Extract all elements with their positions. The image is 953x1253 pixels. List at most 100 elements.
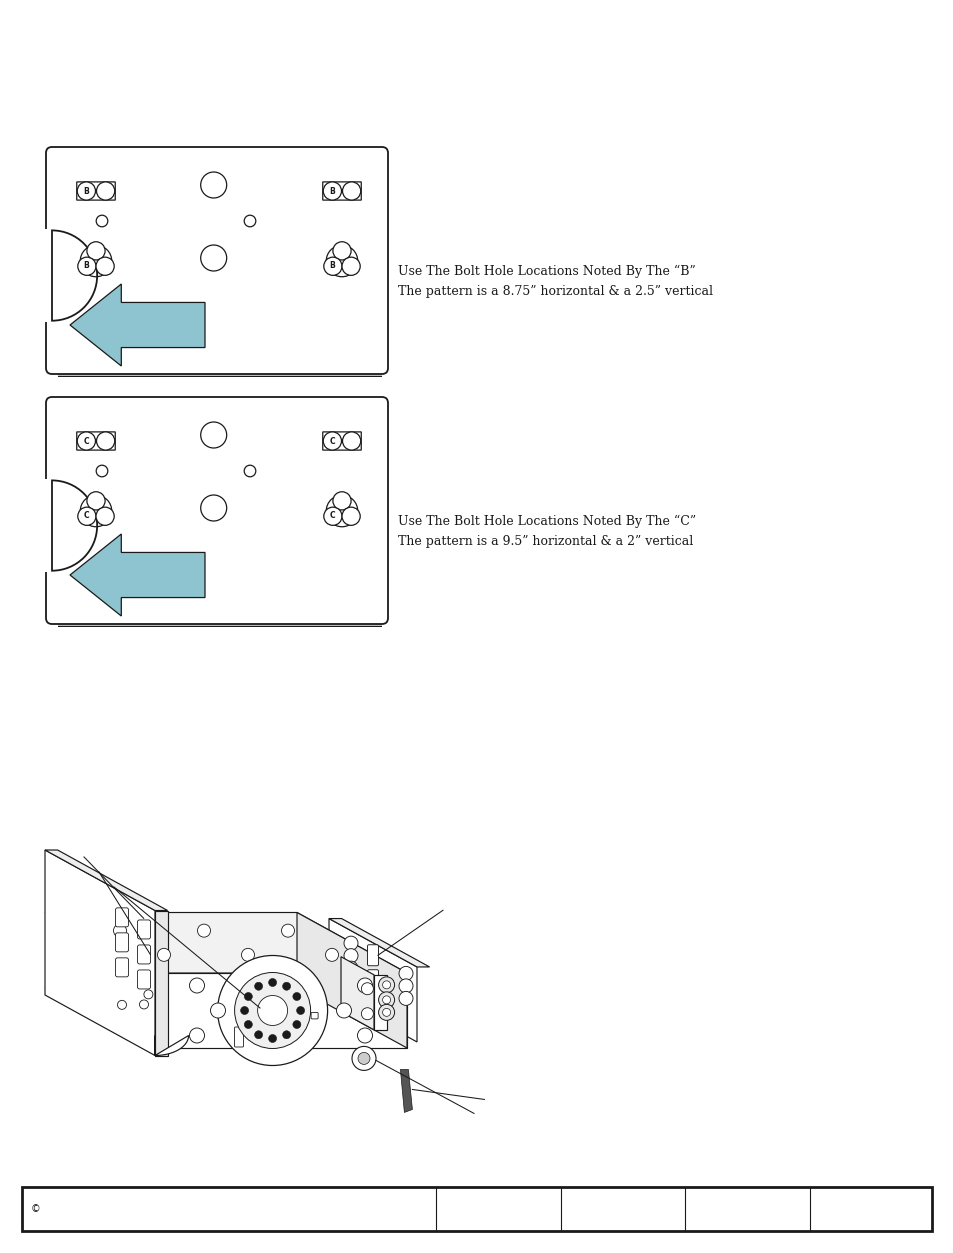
FancyBboxPatch shape — [137, 945, 151, 964]
Text: B: B — [84, 187, 90, 195]
Circle shape — [293, 992, 300, 1000]
FancyBboxPatch shape — [234, 1027, 243, 1048]
Text: Use The Bolt Hole Locations Noted By The “B”
The pattern is a 8.75” horizontal &: Use The Bolt Hole Locations Noted By The… — [397, 264, 712, 298]
Circle shape — [357, 1027, 372, 1042]
Circle shape — [197, 925, 211, 937]
Polygon shape — [45, 850, 154, 1055]
Circle shape — [117, 1000, 127, 1010]
Circle shape — [190, 979, 204, 992]
Circle shape — [333, 491, 351, 510]
Circle shape — [342, 182, 360, 200]
Wedge shape — [52, 231, 97, 321]
Circle shape — [217, 956, 327, 1065]
Text: Use The Bolt Hole Locations Noted By The “C”
The pattern is a 9.5” horizontal & : Use The Bolt Hole Locations Noted By The… — [397, 515, 696, 548]
Circle shape — [357, 979, 372, 992]
Circle shape — [96, 216, 108, 227]
Circle shape — [378, 977, 395, 992]
Circle shape — [269, 979, 276, 986]
Circle shape — [77, 432, 95, 450]
Polygon shape — [154, 974, 407, 1048]
Circle shape — [78, 257, 96, 276]
FancyBboxPatch shape — [76, 432, 115, 450]
Circle shape — [144, 990, 152, 999]
Text: B: B — [84, 261, 90, 269]
Circle shape — [344, 936, 357, 950]
Polygon shape — [45, 850, 168, 911]
Circle shape — [344, 949, 357, 962]
Circle shape — [96, 182, 114, 200]
Bar — [22, 1187, 931, 1230]
Circle shape — [190, 1027, 204, 1042]
Circle shape — [96, 257, 114, 276]
Text: C: C — [329, 511, 335, 520]
Circle shape — [325, 949, 338, 961]
Circle shape — [398, 991, 413, 1005]
Circle shape — [244, 216, 255, 227]
Circle shape — [293, 1020, 300, 1029]
Circle shape — [200, 495, 227, 521]
Circle shape — [282, 1031, 291, 1039]
Circle shape — [357, 1053, 370, 1064]
Circle shape — [361, 1007, 373, 1020]
FancyBboxPatch shape — [115, 957, 129, 977]
Circle shape — [96, 507, 114, 525]
Text: B: B — [329, 187, 335, 195]
Circle shape — [336, 1002, 351, 1017]
Text: C: C — [84, 436, 89, 446]
Circle shape — [87, 491, 105, 510]
Circle shape — [382, 981, 390, 989]
Circle shape — [323, 257, 341, 276]
Text: ©: © — [30, 1204, 41, 1214]
Polygon shape — [296, 912, 407, 1048]
Circle shape — [378, 992, 395, 1007]
Circle shape — [341, 257, 360, 276]
Circle shape — [254, 982, 262, 990]
Circle shape — [200, 422, 227, 449]
Bar — [58, 616, 381, 626]
Circle shape — [269, 1035, 276, 1042]
Polygon shape — [329, 918, 416, 1042]
Circle shape — [323, 182, 341, 200]
Circle shape — [77, 182, 95, 200]
Circle shape — [234, 972, 311, 1049]
Polygon shape — [70, 534, 205, 616]
Circle shape — [398, 979, 413, 992]
Circle shape — [96, 432, 114, 450]
FancyBboxPatch shape — [115, 908, 129, 927]
Circle shape — [90, 505, 103, 517]
Polygon shape — [45, 987, 407, 1048]
Circle shape — [157, 949, 171, 961]
Circle shape — [200, 246, 227, 271]
Circle shape — [281, 925, 294, 937]
Polygon shape — [154, 1035, 189, 1055]
Wedge shape — [52, 480, 97, 570]
FancyBboxPatch shape — [322, 182, 361, 200]
FancyBboxPatch shape — [76, 182, 115, 200]
Bar — [6, 229, 57, 322]
Circle shape — [344, 961, 357, 975]
FancyBboxPatch shape — [367, 970, 378, 991]
Circle shape — [342, 432, 360, 450]
Circle shape — [241, 949, 254, 961]
FancyBboxPatch shape — [367, 945, 378, 966]
Bar — [58, 367, 381, 377]
Polygon shape — [45, 912, 407, 974]
Polygon shape — [374, 975, 386, 1030]
Circle shape — [244, 465, 255, 477]
Circle shape — [254, 1031, 262, 1039]
Circle shape — [361, 982, 373, 995]
Circle shape — [382, 996, 390, 1004]
FancyBboxPatch shape — [235, 1034, 242, 1037]
Circle shape — [296, 1006, 304, 1015]
Circle shape — [90, 254, 103, 268]
FancyBboxPatch shape — [46, 397, 388, 624]
Circle shape — [139, 1000, 149, 1009]
FancyBboxPatch shape — [137, 920, 151, 938]
Circle shape — [257, 995, 287, 1025]
Circle shape — [323, 432, 341, 450]
Circle shape — [244, 1020, 253, 1029]
FancyBboxPatch shape — [311, 1012, 317, 1019]
Circle shape — [78, 507, 96, 525]
Circle shape — [96, 465, 108, 477]
FancyBboxPatch shape — [115, 932, 129, 952]
